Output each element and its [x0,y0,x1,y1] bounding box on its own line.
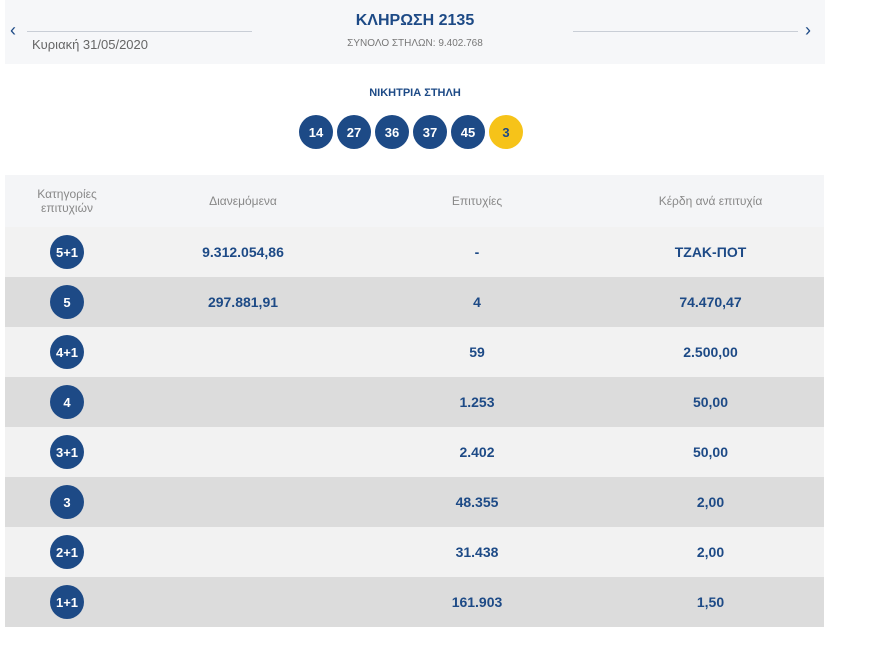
category-badge: 4 [50,385,84,419]
header-distributed: Διανεμόμενα [209,194,277,208]
draw-date: Κυριακή 31/05/2020 [32,37,148,52]
header-prize: Κέρδη ανά επιτυχία [658,194,763,208]
prize-cell: 2.500,00 [683,344,738,360]
table-row: 2+1 31.438 2,00 [5,527,824,577]
prize-cell: ΤΖΑΚ-ΠΟΤ [674,244,747,260]
prize-cell: 2,00 [696,544,725,560]
table-row: 5 297.881,91 4 74.470,47 [5,277,824,327]
number-ball: 14 [299,115,333,149]
header-categories: Κατηγορίες επιτυχιών [37,187,97,215]
prize-cell: 50,00 [692,444,729,460]
total-columns: ΣΥΝΟΛΟ ΣΤΗΛΩΝ: 9.402.768 [347,38,483,49]
number-ball: 45 [451,115,485,149]
prize-cell: 74.470,47 [679,294,742,310]
winning-column-label: ΝΙΚΗΤΡΙΑ ΣΤΗΛΗ [369,87,461,99]
number-ball: 27 [337,115,371,149]
table-row: 1+1 161.903 1,50 [5,577,824,627]
joker-ball: 3 [489,115,523,149]
number-ball: 36 [375,115,409,149]
winners-cell: 161.903 [451,594,503,610]
table-row: 5+1 9.312.054,86 - ΤΖΑΚ-ΠΟΤ [5,227,824,277]
number-ball: 37 [413,115,447,149]
category-badge: 1+1 [50,585,84,619]
category-cell: 1+1 [5,585,129,619]
category-cell: 4 [5,385,129,419]
winning-numbers: 14 27 36 37 45 3 [299,115,523,149]
category-badge: 5+1 [50,235,84,269]
winners-cell: 31.438 [455,544,499,560]
category-badge: 2+1 [50,535,84,569]
category-badge: 4+1 [50,335,84,369]
next-draw-icon[interactable]: › [805,20,811,40]
winners-cell: 1.253 [459,394,495,410]
table-row: 3 48.355 2,00 [5,477,824,527]
category-cell: 5 [5,285,129,319]
prize-cell: 1,50 [696,594,725,610]
draw-header: ‹ Κυριακή 31/05/2020 ΚΛΗΡΩΣΗ 2135 ΣΥΝΟΛΟ… [5,0,825,64]
winners-cell: 4 [473,294,481,310]
category-badge: 5 [50,285,84,319]
table-row: 4 1.253 50,00 [5,377,824,427]
divider [27,31,252,32]
category-cell: 4+1 [5,335,129,369]
winners-cell: 59 [469,344,485,360]
table-row: 3+1 2.402 50,00 [5,427,824,477]
results-table: Κατηγορίες επιτυχιών Διανεμόμενα Επιτυχί… [5,175,824,627]
divider [573,31,798,32]
category-badge: 3+1 [50,435,84,469]
prize-cell: 50,00 [692,394,729,410]
table-header: Κατηγορίες επιτυχιών Διανεμόμενα Επιτυχί… [5,175,824,227]
prize-cell: 2,00 [696,494,725,510]
distributed-cell: 297.881,91 [207,294,279,310]
category-cell: 3+1 [5,435,129,469]
category-cell: 3 [5,485,129,519]
distributed-cell: 9.312.054,86 [202,244,284,260]
draw-title: ΚΛΗΡΩΣΗ 2135 [355,12,475,29]
header-winners: Επιτυχίες [451,194,503,208]
category-cell: 2+1 [5,535,129,569]
category-cell: 5+1 [5,235,129,269]
winners-cell: - [474,244,480,260]
winners-cell: 2.402 [459,444,495,460]
winners-cell: 48.355 [455,494,499,510]
previous-draw-icon[interactable]: ‹ [10,20,16,40]
category-badge: 3 [50,485,84,519]
table-row: 4+1 59 2.500,00 [5,327,824,377]
